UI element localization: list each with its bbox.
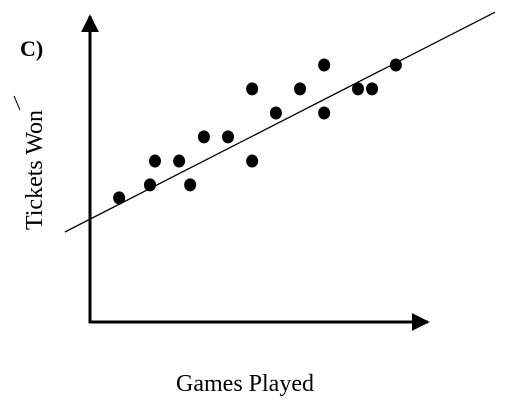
- scatter-point: [113, 191, 126, 205]
- x-axis-label: Games Played: [176, 371, 314, 397]
- scatter-point: [389, 58, 402, 72]
- scatter-point: [184, 178, 197, 192]
- trend-line: [64, 11, 496, 233]
- scatter-point: [318, 58, 331, 72]
- scatter-point: [294, 82, 307, 96]
- scatter-point: [246, 82, 259, 96]
- y-axis-label: Tickets Won: [22, 110, 48, 230]
- scatter-point: [148, 154, 161, 168]
- scatter-point: [352, 82, 364, 96]
- scatter-point: [366, 82, 379, 96]
- scatter-point: [246, 154, 259, 168]
- scatter-point: [222, 130, 235, 144]
- scatter-point: [173, 154, 186, 168]
- label-pointer: [13, 95, 21, 111]
- scatter-point: [269, 106, 282, 120]
- scatter-point: [197, 130, 210, 144]
- scatter-point: [143, 178, 156, 192]
- scatter-point: [318, 106, 331, 120]
- panel-label: C): [20, 36, 43, 61]
